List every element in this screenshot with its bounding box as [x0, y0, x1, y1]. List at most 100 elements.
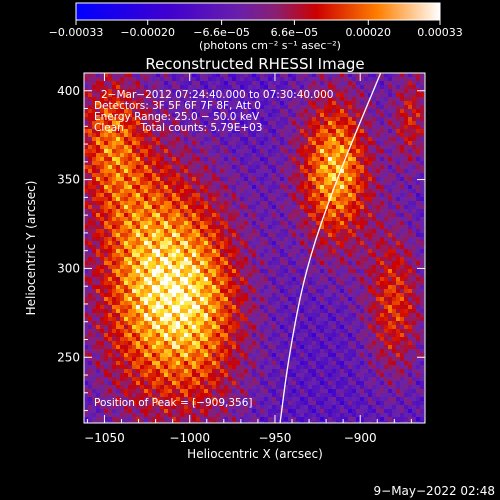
heatmap-cell: [128, 401, 133, 406]
heatmap-cell: [228, 357, 233, 362]
heatmap-cell: [236, 273, 241, 278]
heatmap-cell: [268, 281, 273, 286]
heatmap-cell: [144, 257, 149, 262]
heatmap-cell: [204, 97, 209, 102]
heatmap-cell: [112, 185, 117, 190]
heatmap-cell: [264, 121, 269, 126]
heatmap-cell: [308, 265, 313, 270]
heatmap-cell: [108, 93, 113, 98]
heatmap-cell: [128, 237, 133, 242]
heatmap-cell: [208, 389, 213, 394]
heatmap-cell: [268, 373, 273, 378]
heatmap-cell: [252, 397, 257, 402]
heatmap-cell: [220, 405, 225, 410]
heatmap-cell: [200, 113, 205, 118]
heatmap-cell: [196, 357, 201, 362]
heatmap-cell: [280, 93, 285, 98]
heatmap-cell: [280, 353, 285, 358]
heatmap-cell: [244, 337, 249, 342]
heatmap-cell: [168, 161, 173, 166]
heatmap-cell: [140, 421, 145, 423]
heatmap-cell: [124, 273, 129, 278]
heatmap-cell: [196, 393, 201, 398]
heatmap-cell: [108, 101, 113, 106]
heatmap-cell: [216, 237, 221, 242]
heatmap-cell: [240, 353, 245, 358]
heatmap-cell: [88, 341, 93, 346]
heatmap-cell: [288, 301, 293, 306]
heatmap-cell: [144, 201, 149, 206]
heatmap-cell: [252, 245, 257, 250]
heatmap-cell: [240, 317, 245, 322]
heatmap-cell: [148, 373, 153, 378]
heatmap-cell: [96, 289, 101, 294]
heatmap-cell: [304, 369, 309, 374]
heatmap-cell: [152, 333, 157, 338]
heatmap-cell: [108, 221, 113, 226]
heatmap-cell: [224, 249, 229, 254]
heatmap-cell: [144, 253, 149, 258]
heatmap-cell: [144, 141, 149, 146]
heatmap-cell: [284, 133, 289, 138]
heatmap-cell: [108, 321, 113, 326]
heatmap-cell: [140, 265, 145, 270]
heatmap-cell: [192, 273, 197, 278]
heatmap-cell: [264, 141, 269, 146]
heatmap-cell: [288, 333, 293, 338]
heatmap-cell: [260, 213, 265, 218]
heatmap-cell: [268, 265, 273, 270]
heatmap-cell: [216, 209, 221, 214]
heatmap-cell: [268, 141, 273, 146]
heatmap-cell: [244, 389, 249, 394]
heatmap-cell: [204, 269, 209, 274]
heatmap-cell: [268, 357, 273, 362]
heatmap-cell: [228, 141, 233, 146]
heatmap-cell: [224, 121, 229, 126]
heatmap-cell: [220, 189, 225, 194]
heatmap-cell: [240, 245, 245, 250]
heatmap-cell: [284, 77, 289, 82]
heatmap-cell: [196, 273, 201, 278]
heatmap-cell: [244, 161, 249, 166]
heatmap-cell: [248, 409, 253, 414]
heatmap-cell: [276, 205, 281, 210]
heatmap-cell: [240, 157, 245, 162]
heatmap-cell: [212, 213, 217, 218]
heatmap-cell: [136, 141, 141, 146]
heatmap-cell: [232, 333, 237, 338]
heatmap-cell: [132, 97, 137, 102]
heatmap-cell: [304, 349, 309, 354]
heatmap-cell: [232, 213, 237, 218]
heatmap-cell: [180, 157, 185, 162]
heatmap-cell: [272, 305, 277, 310]
heatmap-cell: [264, 413, 269, 418]
heatmap-cell: [144, 81, 149, 86]
heatmap-cell: [244, 273, 249, 278]
heatmap-cell: [132, 401, 137, 406]
heatmap-cell: [288, 225, 293, 230]
heatmap-cell: [140, 193, 145, 198]
heatmap-cell: [124, 213, 129, 218]
heatmap-cell: [140, 417, 145, 422]
heatmap-cell: [308, 85, 313, 90]
heatmap-cell: [152, 305, 157, 310]
heatmap-cell: [180, 169, 185, 174]
heatmap-cell: [128, 245, 133, 250]
heatmap-cell: [212, 261, 217, 266]
heatmap-cell: [136, 125, 141, 130]
heatmap-cell: [224, 205, 229, 210]
heatmap-cell: [300, 369, 305, 374]
heatmap-cell: [232, 73, 237, 78]
heatmap-cell: [136, 105, 141, 110]
heatmap-cell: [232, 77, 237, 82]
heatmap-cell: [300, 193, 305, 198]
heatmap-cell: [132, 177, 137, 182]
heatmap-cell: [184, 401, 189, 406]
heatmap-cell: [276, 353, 281, 358]
heatmap-cell: [112, 393, 117, 398]
heatmap-cell: [220, 93, 225, 98]
heatmap-cell: [208, 89, 213, 94]
heatmap-cell: [196, 197, 201, 202]
heatmap-cell: [84, 313, 89, 318]
heatmap-cell: [256, 257, 261, 262]
